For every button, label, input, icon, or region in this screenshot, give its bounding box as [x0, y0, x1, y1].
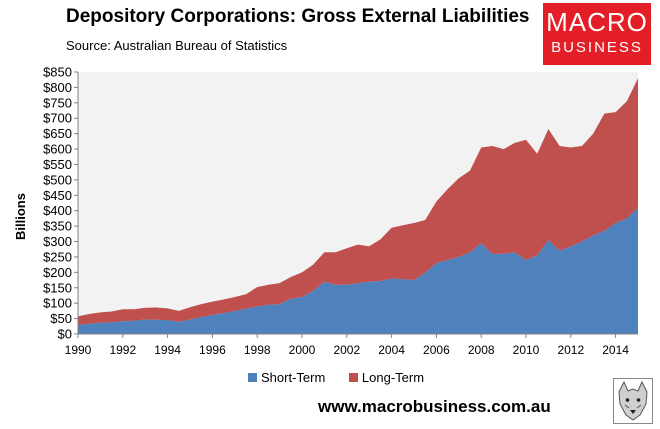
wolf-icon: [613, 378, 653, 424]
y-tick-label: $300: [43, 234, 72, 249]
y-tick-label: $750: [43, 95, 72, 110]
x-tick-label: 1990: [65, 343, 92, 357]
y-tick-label: $550: [43, 157, 72, 172]
y-tick-label: $850: [43, 65, 72, 80]
y-tick-label: $250: [43, 249, 72, 264]
legend-swatch-short-term: [248, 373, 257, 382]
x-tick-label: 2008: [468, 343, 495, 357]
x-tick-label: 2002: [333, 343, 360, 357]
y-tick-label: $0: [58, 327, 72, 342]
legend-item-short-term: Short-Term: [248, 370, 325, 385]
x-tick-label: 2014: [602, 343, 629, 357]
x-tick-label: 2010: [513, 343, 540, 357]
x-tick-label: 2000: [289, 343, 316, 357]
y-tick-label: $400: [43, 203, 72, 218]
chart-title: Depository Corporations: Gross External …: [66, 6, 530, 27]
legend-swatch-long-term: [348, 373, 358, 382]
x-tick-label: 1992: [109, 343, 136, 357]
y-tick-label: $800: [43, 80, 72, 95]
y-tick-label: $600: [43, 142, 72, 157]
y-tick-label: $650: [43, 126, 72, 141]
legend: Short-Term Long-Term: [248, 370, 444, 385]
y-tick-label: $700: [43, 111, 72, 126]
x-tick-label: 2006: [423, 343, 450, 357]
area-series-long-term: [78, 78, 638, 325]
legend-item-long-term: Long-Term: [348, 370, 425, 385]
x-tick-label: 2004: [378, 343, 405, 357]
x-tick-label: 1996: [199, 343, 226, 357]
y-tick-label: $200: [43, 265, 72, 280]
y-tick-label: $500: [43, 172, 72, 187]
macrobusiness-logo: MACRO BUSINESS: [543, 3, 651, 65]
y-tick-label: $450: [43, 188, 72, 203]
legend-label-short-term: Short-Term: [261, 370, 326, 385]
legend-label-long-term: Long-Term: [361, 370, 425, 385]
area-series-short-term: [78, 207, 638, 334]
x-tick-label: 2012: [557, 343, 584, 357]
x-tick-label: 1998: [244, 343, 271, 357]
logo-line-2: BUSINESS: [551, 39, 643, 56]
x-tick-label: 1994: [154, 343, 181, 357]
website-url: www.macrobusiness.com.au: [318, 397, 551, 416]
y-tick-label: $150: [43, 280, 72, 295]
chart-subtitle: Source: Australian Bureau of Statistics: [66, 38, 288, 53]
y-tick-label: $100: [43, 296, 72, 311]
logo-line-1: MACRO: [546, 7, 648, 37]
y-tick-label: $350: [43, 219, 72, 234]
y-tick-label: $50: [50, 311, 72, 326]
